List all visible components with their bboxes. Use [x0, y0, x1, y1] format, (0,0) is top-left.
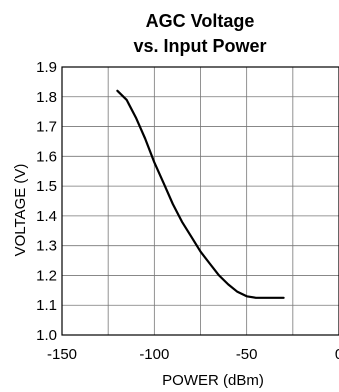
y-tick-label: 1.7 — [36, 119, 57, 136]
grid-layer — [61, 66, 339, 336]
y-tick-label: 1.8 — [36, 89, 57, 106]
chart-subtitle: vs. Input Power — [133, 36, 266, 56]
tick-layer: 1.0 1.1 1.2 1.3 1.4 1.5 1.6 1.7 1.8 1.9 -150 -100 -5… — [36, 59, 339, 363]
y-tick-label: 1.1 — [36, 297, 57, 314]
x-tick-label: -50 — [236, 346, 258, 363]
series-line — [116, 89, 285, 299]
y-tick-label: 1.6 — [36, 148, 57, 165]
y-tick-label: 1.3 — [36, 238, 57, 255]
y-tick-label: 1.9 — [36, 59, 57, 76]
y-tick-label: 1.2 — [36, 267, 57, 284]
x-axis-label: POWER (dBm) — [162, 372, 264, 389]
x-tick-label: 0 — [335, 346, 339, 363]
y-tick-label: 1.5 — [36, 178, 57, 195]
y-tick-label: 1.0 — [36, 327, 57, 344]
series-layer — [116, 89, 285, 299]
x-tick-label: -100 — [139, 346, 169, 363]
chart-title: AGC Voltage — [146, 11, 255, 31]
y-axis-label: VOLTAGE (V) — [12, 164, 29, 257]
x-tick-label: -150 — [47, 346, 77, 363]
plot-frame — [61, 66, 339, 336]
y-tick-label: 1.4 — [36, 208, 57, 225]
